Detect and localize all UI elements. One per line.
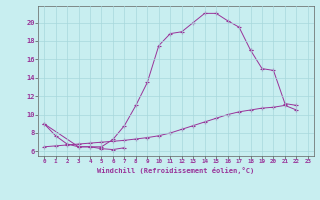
X-axis label: Windchill (Refroidissement éolien,°C): Windchill (Refroidissement éolien,°C) [97, 167, 255, 174]
